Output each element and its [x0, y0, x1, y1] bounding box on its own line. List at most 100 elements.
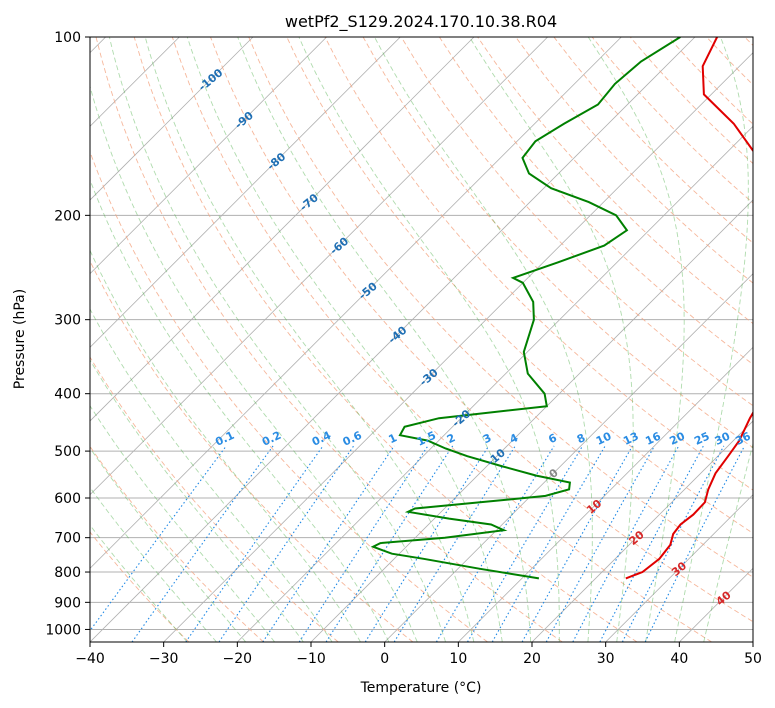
x-tick-label: 30	[597, 651, 615, 667]
mixing-ratio-line	[521, 445, 633, 642]
mixing-ratio-line	[467, 445, 584, 642]
moist-adiabat	[374, 37, 593, 642]
mixing-ratio-label: 2	[445, 431, 457, 446]
x-tick-label: −30	[149, 651, 179, 667]
isotherm-gridline	[90, 37, 696, 642]
mixing-ratio-line	[298, 445, 429, 642]
isotherm-gridline	[90, 37, 622, 569]
dry-adiabat	[668, 37, 753, 125]
moist-adiabat	[90, 308, 333, 642]
y-tick-label: 600	[54, 491, 81, 507]
moist-adiabat	[144, 37, 475, 642]
isotherm-gridline	[90, 37, 475, 422]
moist-adiabat	[469, 37, 634, 642]
moist-adiabat	[674, 37, 749, 642]
isotherm-gridline	[237, 125, 753, 642]
moist-adiabat	[108, 37, 446, 642]
mixing-ratio-line	[644, 445, 746, 642]
plot-clip-group	[90, 37, 753, 642]
mixing-ratio-label: 13	[621, 430, 640, 448]
dewpoint-profile-line	[370, 37, 681, 580]
mixing-ratio-line	[599, 445, 704, 642]
dry-adiabat	[133, 37, 638, 642]
moist-adiabat	[90, 178, 390, 642]
isotherm-gridline	[90, 37, 254, 201]
isotherm-gridline	[458, 346, 753, 642]
dry-adiabat	[90, 445, 264, 642]
moist-adiabat	[237, 37, 532, 642]
dry-adiabat	[95, 37, 563, 642]
y-tick-label: 700	[54, 531, 81, 547]
isotherm-gridline	[310, 199, 753, 642]
x-axis-label: Temperature (°C)	[360, 680, 482, 696]
mixing-ratio-label: 3	[481, 431, 493, 446]
mixing-ratio-line	[572, 445, 680, 642]
isotherm-gridline	[752, 641, 753, 642]
mixing-ratio-line	[393, 445, 516, 642]
moist-adiabat	[90, 447, 247, 642]
mixing-ratio-label: 1	[387, 431, 399, 446]
dry-adiabat	[210, 37, 753, 623]
moist-adiabat	[90, 84, 418, 642]
y-tick-label: 500	[54, 444, 81, 460]
dry-adiabat	[248, 37, 753, 578]
x-tick-label: 20	[523, 651, 541, 667]
plot-area: 0.1 0.2 0.4 0.6 1 1.5 2 3 4 6 8 10 13 16 20 25 30 36-100-…	[45, 30, 762, 667]
dry-adiabat	[744, 37, 753, 47]
temperature-profile-line	[625, 37, 753, 580]
mixing-ratio-label: 6	[546, 431, 559, 446]
dry-adiabat	[362, 37, 753, 449]
isotherm-label: 40	[714, 588, 734, 608]
mixing-ratio-label: 10	[594, 429, 614, 447]
x-tick-label: −10	[296, 651, 326, 667]
dry-adiabat	[439, 37, 753, 365]
moist-adiabat	[90, 249, 361, 642]
isotherm-gridline	[90, 37, 327, 275]
isotherm-gridline	[605, 494, 753, 642]
x-tick-label: −40	[75, 651, 105, 667]
dry-adiabat	[515, 37, 753, 284]
mixing-ratio-label: 16	[643, 429, 663, 447]
mixing-ratio-line	[218, 445, 355, 642]
x-tick-label: 0	[380, 651, 389, 667]
isotherm-label: 10	[584, 497, 604, 517]
dry-adiabat	[90, 356, 339, 642]
x-tick-label: 50	[744, 651, 762, 667]
mixing-ratio-line	[545, 445, 656, 642]
mixing-ratio-line	[90, 445, 227, 632]
x-tick-label: −20	[223, 651, 253, 667]
mixing-ratio-label: 36	[733, 429, 753, 447]
plot-frame	[89, 36, 754, 643]
x-tick-label: 10	[449, 651, 467, 667]
mixing-ratio-label: 0.2	[260, 429, 283, 449]
mixing-ratio-label: 0.6	[341, 429, 364, 449]
mixing-ratio-line	[131, 445, 274, 642]
isotherm-gridline	[90, 37, 401, 348]
moist-adiabat	[587, 37, 685, 642]
y-tick-label: 400	[54, 387, 81, 403]
dry-adiabat	[171, 37, 712, 642]
isotherm-label: 30	[669, 559, 689, 579]
dry-adiabat	[324, 37, 753, 491]
y-tick-label: 900	[54, 595, 81, 611]
y-tick-label: 1000	[45, 622, 81, 638]
moist-adiabat	[298, 37, 560, 642]
moist-adiabat	[90, 404, 275, 642]
y-tick-label: 100	[54, 30, 81, 46]
dry-adiabat	[90, 531, 190, 642]
y-tick-label: 800	[54, 565, 81, 581]
moist-adiabat	[90, 486, 217, 642]
mixing-ratio-line	[185, 445, 324, 642]
dry-adiabat	[477, 37, 753, 325]
isotherm-gridline	[163, 52, 753, 642]
dry-adiabat	[90, 259, 414, 642]
dry-adiabat	[706, 37, 753, 86]
y-tick-label: 300	[54, 313, 81, 329]
x-tick-label: 40	[670, 651, 688, 667]
mixing-ratio-line	[262, 445, 395, 642]
mixing-ratio-label: 25	[692, 430, 711, 448]
y-tick-label: 200	[54, 208, 81, 224]
dry-adiabat	[90, 150, 488, 642]
isotherm-label: -100	[196, 66, 226, 94]
